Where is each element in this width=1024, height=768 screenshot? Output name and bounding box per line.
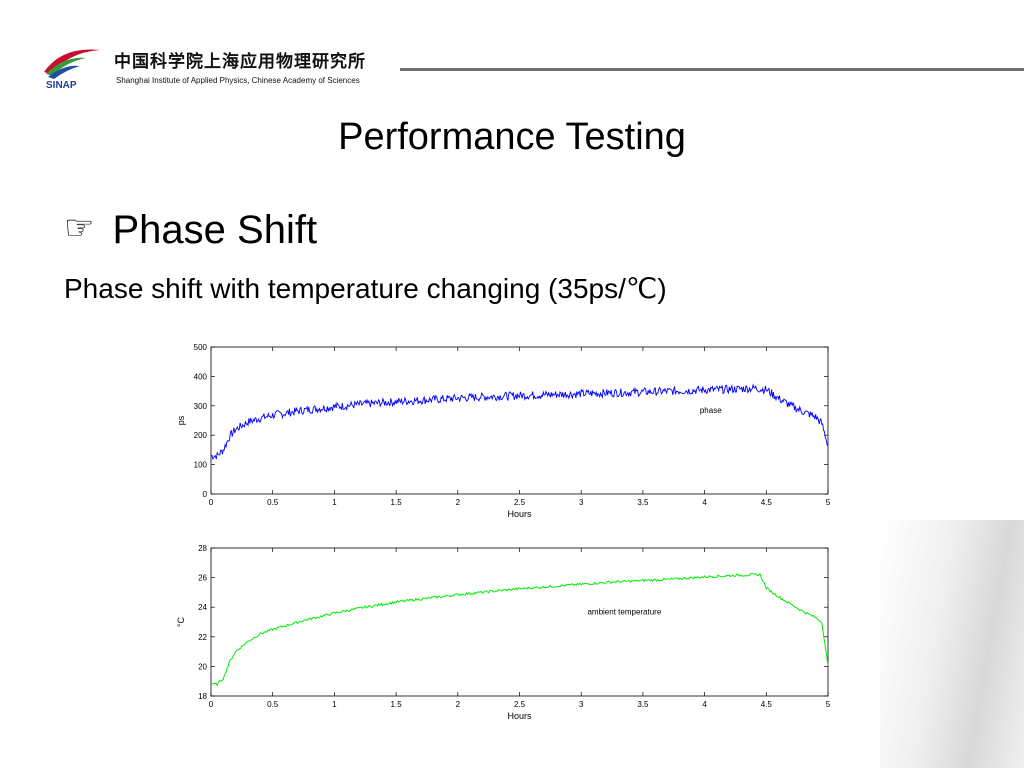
x-tick-label: 4.5 — [761, 700, 773, 709]
institute-english-name: Shanghai Institute of Applied Physics, C… — [116, 76, 360, 85]
x-tick-label: 1.5 — [391, 498, 403, 507]
x-tick-label: 2 — [456, 700, 461, 709]
y-tick: 22 — [198, 633, 828, 642]
y-tick: 500 — [194, 343, 828, 352]
x-tick: 3.5 — [637, 548, 649, 709]
y-tick-label: 0 — [203, 490, 208, 499]
y-tick-label: 300 — [194, 402, 208, 411]
x-tick: 0 — [209, 347, 214, 507]
series-label: ambient temperature — [587, 608, 661, 617]
y-tick: 26 — [198, 574, 828, 583]
x-tick-label: 1 — [332, 498, 337, 507]
y-tick-label: 500 — [194, 343, 208, 352]
y-tick-label: 200 — [194, 431, 208, 440]
y-tick: 18 — [198, 692, 828, 701]
x-tick: 4 — [702, 347, 707, 507]
header-divider — [400, 68, 1024, 71]
y-tick-label: 28 — [198, 544, 207, 553]
x-tick: 2.5 — [514, 548, 526, 709]
y-tick-label: 26 — [198, 574, 207, 583]
x-tick: 3.5 — [637, 347, 649, 507]
y-tick-label: 100 — [194, 461, 208, 470]
x-tick-label: 2 — [456, 498, 461, 507]
institute-chinese-name: 中国科学院上海应用物理研究所 — [114, 52, 366, 72]
x-tick-label: 2.5 — [514, 498, 526, 507]
x-tick-label: 3.5 — [637, 498, 649, 507]
y-tick: 100 — [194, 461, 828, 470]
y-tick: 400 — [194, 372, 828, 381]
x-tick: 4 — [702, 548, 707, 709]
x-tick: 1.5 — [391, 548, 403, 709]
x-tick-label: 0.5 — [267, 700, 279, 709]
bullet-label: Phase Shift — [112, 208, 318, 252]
sinap-logo: SINAP — [44, 49, 100, 90]
x-tick-label: 4.5 — [761, 498, 773, 507]
y-tick-label: 18 — [198, 692, 207, 701]
series-label: phase — [700, 406, 722, 415]
y-tick-label: 400 — [194, 372, 208, 381]
y-tick: 0 — [203, 490, 828, 499]
x-tick: 1 — [332, 347, 337, 507]
plot-frame — [210, 346, 829, 495]
x-tick-label: 3 — [579, 700, 584, 709]
x-tick-label: 4 — [702, 700, 707, 709]
series-line — [210, 573, 829, 687]
x-tick: 3 — [579, 548, 584, 709]
x-tick: 5 — [826, 548, 831, 709]
y-axis-label: °C — [176, 616, 186, 627]
x-tick-label: 4 — [702, 498, 707, 507]
x-tick: 4.5 — [761, 548, 773, 709]
x-tick: 0 — [209, 548, 214, 709]
y-tick-label: 24 — [198, 603, 207, 612]
x-tick-label: 0 — [209, 700, 214, 709]
x-axis-label: Hours — [507, 711, 532, 721]
x-tick-label: 5 — [826, 700, 831, 709]
x-tick: 0.5 — [267, 548, 279, 709]
series-line — [210, 383, 829, 460]
x-tick: 1 — [332, 548, 337, 709]
y-tick: 300 — [194, 402, 828, 411]
x-tick: 2 — [456, 347, 461, 507]
x-tick-label: 1.5 — [391, 700, 403, 709]
background-texture — [880, 520, 1024, 768]
x-axis-label: Hours — [507, 509, 532, 519]
y-tick-label: 22 — [198, 633, 207, 642]
plot-frame — [210, 547, 829, 697]
pointing-hand-icon: ☞ — [64, 208, 95, 248]
ambient-temperature-chart: 0 0.5 1 1.5 2 2.5 3 3.5 4 4.5 5 18 20 22 24 26 28 Hours °C… — [176, 544, 831, 721]
phase-shift-chart: 0 0.5 1 1.5 2 2.5 3 3.5 4 4.5 5 0 100 200 300 400 500 Hou… — [176, 343, 831, 519]
x-tick: 0.5 — [267, 347, 279, 507]
y-tick: 24 — [198, 603, 828, 612]
x-tick-label: 2.5 — [514, 700, 526, 709]
x-tick-label: 3.5 — [637, 700, 649, 709]
y-axis-label: ps — [176, 415, 186, 425]
x-tick: 1.5 — [391, 347, 403, 507]
slide-title: Performance Testing — [338, 116, 686, 158]
x-tick: 4.5 — [761, 347, 773, 507]
x-tick-label: 1 — [332, 700, 337, 709]
y-tick: 20 — [198, 662, 828, 671]
x-tick-label: 3 — [579, 498, 584, 507]
x-tick-label: 5 — [826, 498, 831, 507]
bullet-item: ☞ Phase Shift — [64, 208, 317, 253]
logo-text: SINAP — [46, 80, 77, 90]
y-tick-label: 20 — [198, 662, 207, 671]
slide-subtitle: Phase shift with temperature changing (3… — [64, 273, 667, 304]
x-tick-label: 0.5 — [267, 498, 279, 507]
x-tick: 2 — [456, 548, 461, 709]
y-tick: 28 — [198, 544, 828, 553]
x-tick: 3 — [579, 347, 584, 507]
logo-blue-stripe — [48, 65, 80, 79]
x-tick-label: 0 — [209, 498, 214, 507]
x-tick: 2.5 — [514, 347, 526, 507]
x-tick: 5 — [826, 347, 831, 507]
